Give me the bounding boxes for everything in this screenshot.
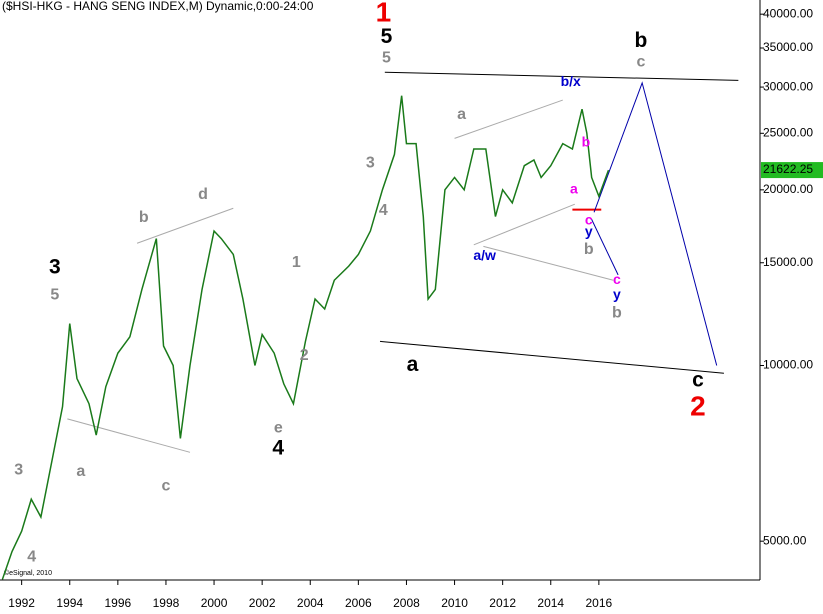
wave-label: e [274,419,283,436]
x-tick-label: 1998 [153,596,180,610]
wave-label: b [635,29,648,52]
x-tick-label: 2006 [345,596,372,610]
wave-label: a/w [473,247,496,263]
y-tick-label: 15000.00 [763,255,813,269]
wave-label: 1 [292,254,301,271]
x-tick-label: 2000 [201,596,228,610]
y-tick-label: 25000.00 [763,125,813,139]
y-tick-label: 35000.00 [763,40,813,54]
wave-label: 4 [27,549,36,566]
wave-label: c [161,477,170,494]
wave-label: a [76,463,85,480]
x-tick-label: 2010 [441,596,468,610]
y-tick-label: 40000.00 [763,6,813,20]
trendline [591,219,619,276]
wave-label: b [582,133,591,149]
y-tick-label: 10000.00 [763,358,813,372]
trendline [483,245,614,281]
x-tick-label: 2016 [586,596,613,610]
wave-label: 4 [379,202,388,219]
trendline [136,207,234,244]
trendline [473,203,575,246]
trendline [384,71,739,81]
watermark: ©eSignal, 2010 [4,569,52,577]
wave-label: 2 [690,391,706,422]
wave-label: 5 [50,286,59,303]
wave-label: b [139,209,149,226]
last-price-box [761,162,823,179]
wave-label: c [692,369,704,392]
x-tick-label: 2014 [537,596,564,610]
wave-label: 5 [382,50,391,67]
wave-label: b/x [561,73,581,89]
last-price-label: 21622.25 [763,162,813,176]
wave-label: c [636,53,645,70]
wave-label: b [612,304,622,321]
chart-title: ($HSI-HKG - HANG SENG INDEX,M) Dynamic,0… [2,0,314,13]
y-tick-label: 5000.00 [763,533,807,547]
x-tick-label: 2008 [393,596,420,610]
wave-label: c [585,212,593,228]
x-tick-label: 2004 [297,596,324,610]
x-tick-label: 2012 [489,596,516,610]
x-tick-label: 1996 [104,596,131,610]
x-tick-label: 1992 [8,596,35,610]
wave-label: 4 [272,437,284,460]
y-tick-label: 20000.00 [763,182,813,196]
wave-label: 3 [14,461,23,478]
trendline [379,340,724,374]
trendline [67,418,191,453]
wave-label: c [613,271,621,287]
wave-label: 3 [366,155,375,172]
trendline [454,99,563,139]
price-line [1,95,610,580]
trendline [593,81,718,366]
wave-label: 1 [376,0,392,28]
wave-label: y [613,286,621,302]
wave-label: a [407,353,419,376]
wave-label: 2 [300,347,309,364]
x-tick-label: 2002 [249,596,276,610]
wave-label: a [457,106,466,123]
wave-label: b [584,241,594,258]
wave-label: a [570,181,578,197]
wave-label: y [585,223,593,239]
x-tick-label: 1994 [56,596,83,610]
plot-area [0,0,760,580]
y-tick-label: 30000.00 [763,79,813,93]
wave-label: 3 [49,255,61,278]
wave-label: 5 [381,25,393,48]
wave-label: d [198,186,208,203]
